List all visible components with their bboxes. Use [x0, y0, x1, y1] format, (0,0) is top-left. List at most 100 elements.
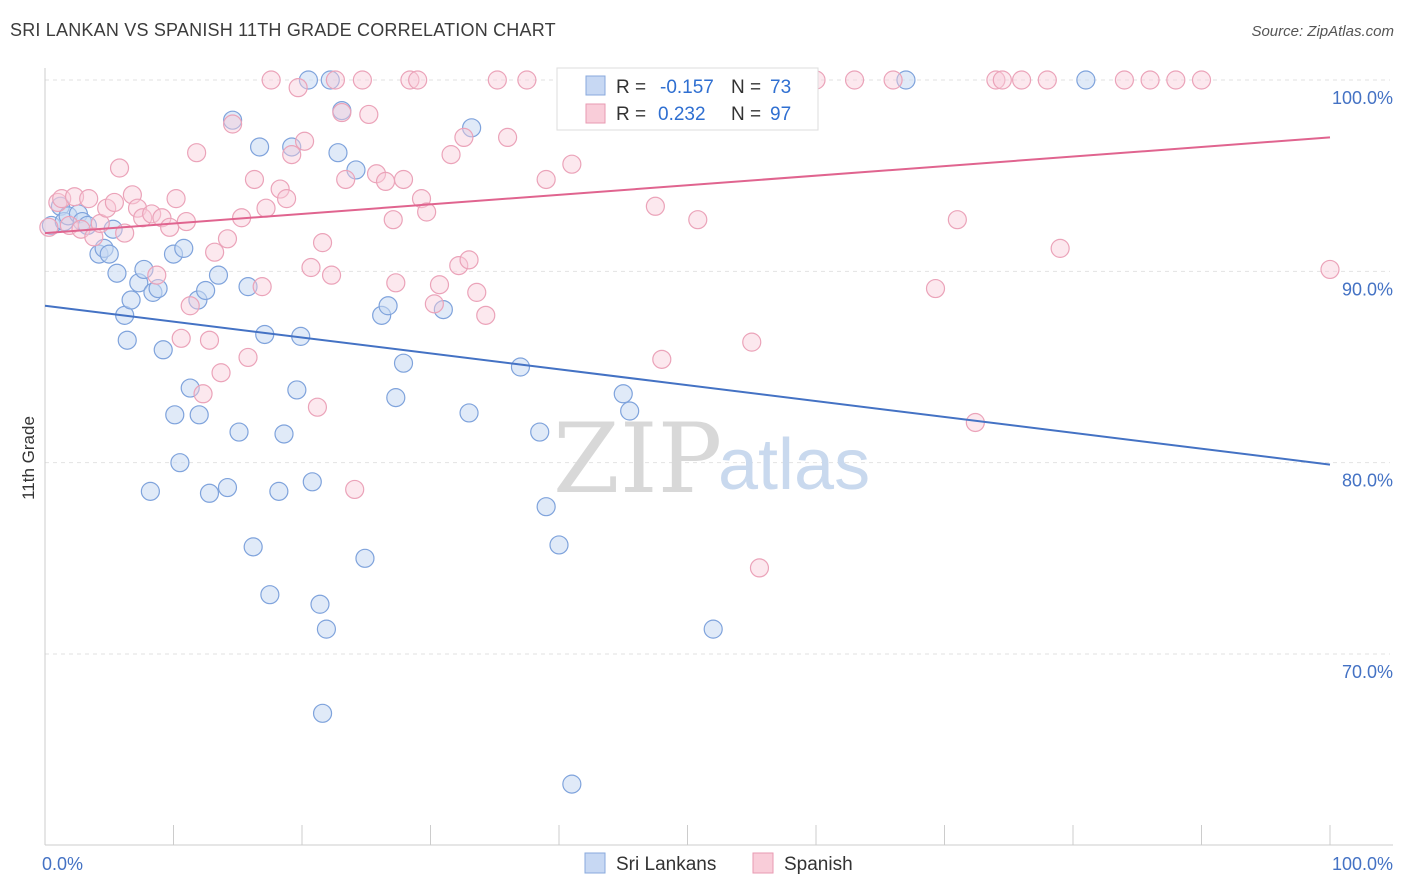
- sri-lankan-point-65: [562, 774, 582, 794]
- sri-lankan-point-23: [170, 453, 190, 473]
- y-tick-label-3: 70.0%: [1342, 662, 1393, 682]
- spanish-point-28: [211, 363, 231, 383]
- sri-lankan-point-53: [355, 548, 375, 568]
- spanish-point-41: [294, 131, 315, 151]
- sri-lankan-point-45: [302, 472, 322, 492]
- spanish-point-90: [1037, 70, 1057, 90]
- spanish-point-19: [160, 217, 180, 237]
- spanish-point-78: [742, 332, 762, 352]
- spanish-point-94: [1166, 70, 1186, 90]
- sri-lankan-point-59: [459, 403, 479, 423]
- spanish-point-68: [476, 305, 496, 325]
- spanish-point-38: [276, 189, 297, 209]
- sri-lankan-point-34: [238, 277, 258, 297]
- spanish-point-69: [487, 70, 507, 90]
- chart-title: SRI LANKAN VS SPANISH 11TH GRADE CORRELA…: [10, 20, 556, 40]
- sri-lankan-point-9: [99, 244, 119, 264]
- sri-lankan-point-17: [140, 481, 160, 501]
- spanish-point-35: [256, 198, 276, 218]
- spanish-point-91: [1050, 238, 1070, 258]
- spanish-point-4: [64, 187, 85, 207]
- legend-r-label-2: R =: [616, 104, 646, 125]
- sri-lankan-point-47: [312, 703, 333, 723]
- sri-lankan-point-56: [386, 388, 406, 408]
- spanish-point-54: [383, 210, 403, 230]
- spanish-point-77: [688, 210, 708, 230]
- spanish-point-89: [1011, 70, 1032, 90]
- spanish-point-66: [459, 250, 479, 270]
- sri-lankan-point-71: [1076, 70, 1096, 90]
- spanish-point-21: [171, 328, 191, 348]
- bottom-legend-sri-lankans: Sri Lankans: [616, 854, 716, 875]
- sri-lankan-point-61: [510, 357, 531, 377]
- trend-line-spanish: [44, 136, 1331, 235]
- legend-r-value-1: -0.157: [660, 77, 714, 98]
- sri-lankan-point-67: [620, 401, 640, 421]
- y-tick-label-0: 100.0%: [1332, 88, 1393, 108]
- sri-lankan-point-46: [310, 594, 330, 614]
- spanish-point-46: [325, 70, 346, 90]
- spanish-point-12: [115, 223, 135, 243]
- chart-source: Source: ZipAtlas.com: [1251, 23, 1394, 40]
- spanish-point-87: [986, 70, 1006, 90]
- sri-lankan-point-49: [320, 70, 340, 90]
- sri-lankan-point-14: [121, 290, 141, 310]
- spanish-point-30: [223, 114, 243, 134]
- sri-lankan-point-13: [117, 330, 137, 350]
- spanish-point-65: [454, 127, 474, 147]
- spanish-point-92: [1114, 70, 1135, 90]
- y-tick-labels: 100.0% 90.0% 80.0% 70.0%: [1332, 88, 1393, 682]
- spanish-point-48: [336, 169, 356, 190]
- sri-lankan-point-38: [260, 585, 280, 605]
- bottom-legend-spanish: Spanish: [784, 854, 853, 875]
- sri-lankan-point-66: [613, 384, 633, 404]
- sri-lankan-point-50: [328, 143, 348, 163]
- sri-lankan-point-44: [298, 70, 319, 90]
- spanish-point-9: [97, 198, 117, 218]
- spanish-point-63: [441, 145, 461, 165]
- legend-swatch-sri-lankans: [585, 75, 606, 96]
- legend-n-label-1: N =: [731, 77, 761, 98]
- spanish-point-1: [48, 192, 68, 213]
- spanish-point-42: [301, 257, 321, 278]
- spanish-point-45: [321, 265, 342, 285]
- sri-lankan-point-22: [165, 405, 185, 425]
- spanish-point-44: [312, 233, 333, 253]
- sri-lankan-point-33: [229, 422, 249, 442]
- spanish-point-56: [393, 169, 414, 190]
- sri-lankan-point-64: [549, 535, 569, 555]
- bottom-legend: Sri Lankans Spanish: [584, 852, 853, 875]
- spanish-point-10: [104, 192, 124, 213]
- spanish-point-36: [261, 70, 281, 90]
- spanish-point-82: [844, 70, 865, 90]
- legend-r-label-1: R =: [616, 77, 646, 98]
- sri-lankan-point-29: [199, 483, 220, 503]
- bottom-legend-swatch-sri-lankans: [584, 852, 606, 874]
- spanish-point-27: [205, 242, 225, 262]
- x-tick-label-1: 100.0%: [1332, 854, 1393, 874]
- sri-lankan-point-30: [208, 265, 229, 285]
- legend-n-value-1: 73: [770, 77, 791, 98]
- legend-swatch-spanish: [585, 103, 606, 124]
- spanish-point-71: [517, 70, 537, 90]
- x-tick-labels: 0.0% 100.0%: [42, 854, 1393, 874]
- sri-lankan-point-62: [530, 422, 550, 442]
- y-axis-label: 11th Grade: [19, 416, 38, 500]
- spanish-point-53: [375, 171, 396, 192]
- spanish-point-43: [307, 397, 328, 417]
- spanish-point-39: [282, 145, 302, 165]
- spanish-point-24: [187, 143, 207, 163]
- sri-lankan-point-39: [269, 481, 289, 501]
- spanish-point-75: [645, 196, 665, 216]
- sri-lankan-point-40: [274, 424, 294, 444]
- sri-lankan-point-57: [393, 353, 414, 373]
- bottom-legend-swatch-spanish: [752, 852, 774, 874]
- spanish-point-85: [947, 210, 967, 230]
- trend-lines: [44, 136, 1331, 466]
- spanish-point-14: [127, 198, 148, 218]
- spanish-point-83: [883, 70, 903, 90]
- watermark: ZIP atlas: [553, 403, 870, 515]
- spanish-point-37: [270, 179, 290, 199]
- spanish-point-34: [252, 277, 272, 297]
- sri-lankan-point-52: [346, 160, 366, 180]
